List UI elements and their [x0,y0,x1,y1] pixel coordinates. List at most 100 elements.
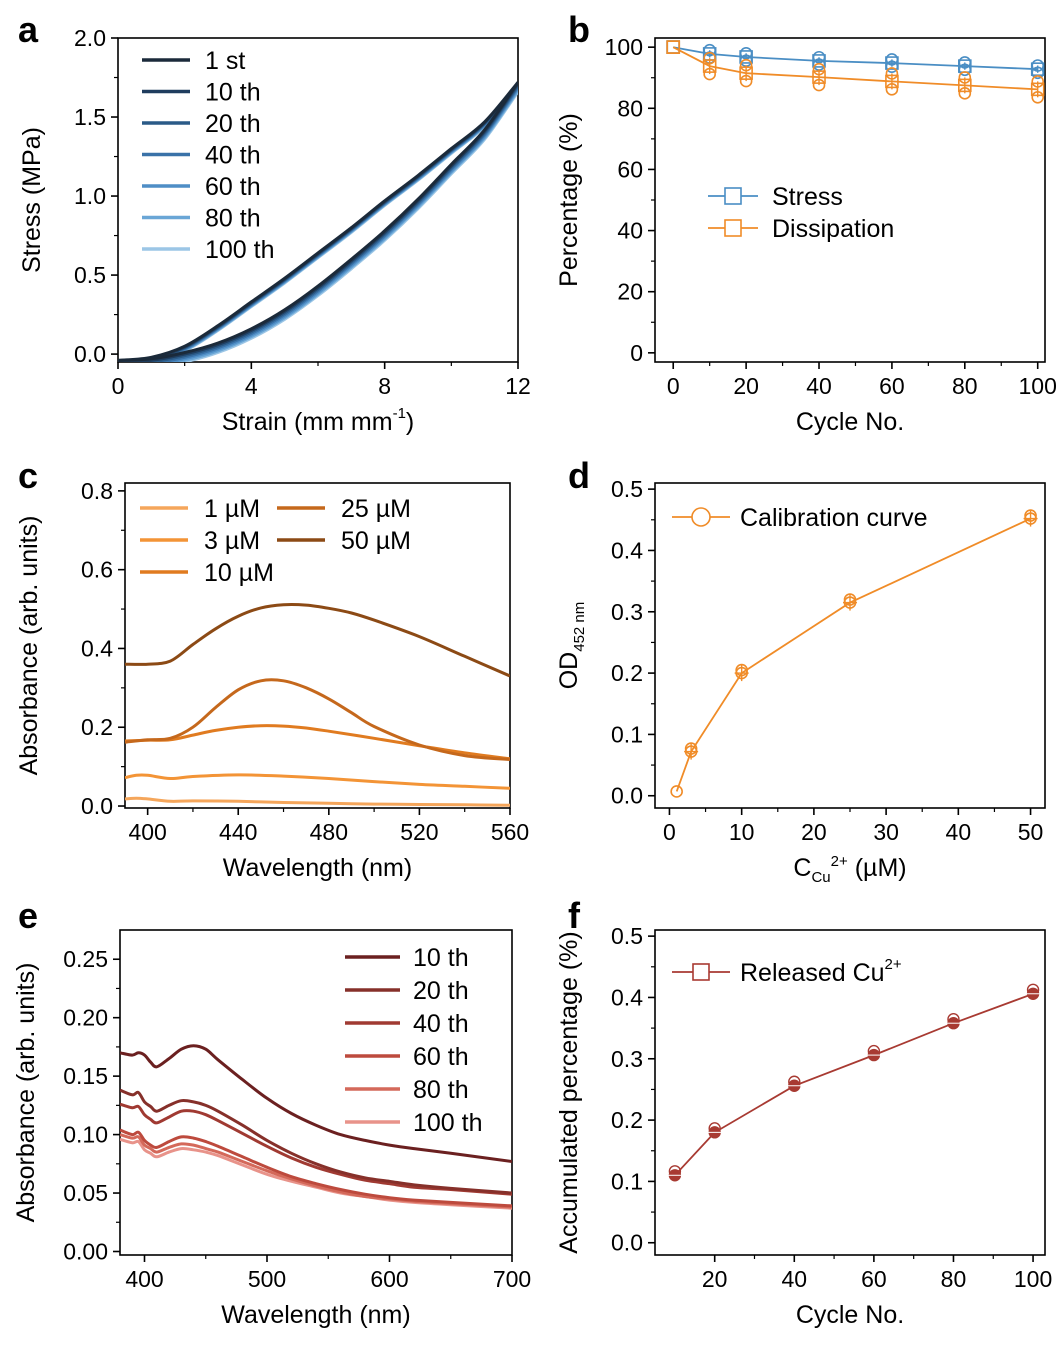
x-tick-label: 600 [370,1266,408,1292]
series-line-unloading [118,81,518,362]
y-tick-label: 0.4 [611,984,643,1010]
data-marker-repeat [947,1013,960,1026]
y-tick-label: 0.0 [611,783,643,809]
y-tick-label: 60 [617,156,643,182]
x-tick-label: 0 [112,373,125,399]
series-line-loading [119,84,518,362]
series-line [125,602,510,678]
y-tick-label: 80 [617,95,643,121]
legend-label: Released Cu2+ [740,956,902,987]
y-tick-label: 0.5 [611,923,643,949]
legend-label: 10 µM [204,559,274,587]
y-tick-label: 1.0 [74,183,106,209]
series-line [125,796,510,807]
y-axis-label: Absorbance (arb. units) [12,963,40,1223]
y-tick-label: 0.0 [74,341,106,367]
x-axis-label: Wavelength (nm) [221,1301,410,1329]
series-line [673,46,1038,71]
panel-c: c 400 440 480 520 560 0.0 0.2 0.4 0.6 0.8 Wavelengt… [15,455,529,882]
y-tick-label: 0.5 [74,262,106,288]
x-tick-label: 100 [1014,1266,1052,1292]
y-tick-label: 0.3 [611,1046,643,1072]
plot-frame [654,929,1046,1256]
series-line [120,1133,512,1209]
x-tick-label: 400 [128,819,166,845]
plot-area [667,983,1041,1182]
y-tick-label: 2.0 [74,25,106,51]
y-tick-label: 0.1 [611,1168,643,1194]
legend-label: Calibration curve [740,504,928,532]
plot-area [120,1044,512,1210]
y-tick-label: 0.4 [611,537,643,563]
data-marker [670,785,683,798]
series-line-loading [141,86,518,362]
panel-a: a 0 4 8 12 0.0 0.5 1.0 1.5 2.0 Strain (mm mm-1) Str… [18,9,531,436]
panel-d: d 0 10 20 30 40 50 0.0 0.1 0.2 0.3 0.4 0.5 CCu2+ (µM)… [555,455,1046,886]
series-line [125,773,510,790]
y-tick-label: 0.00 [63,1238,108,1264]
y-tick-label: 0.20 [63,1005,108,1031]
y-tick-label: 40 [617,218,643,244]
y-tick-label: 0.15 [63,1063,108,1089]
series-line [125,678,510,761]
y-axis-label: Absorbance (arb. units) [15,516,43,776]
series-line-unloading [162,87,518,362]
legend-label: 1 µM [204,495,260,523]
plot-frame [117,37,519,363]
legend-marker [724,219,742,237]
legend-label: Stress [772,183,843,211]
y-tick-label: 0.4 [81,635,113,661]
legend-marker [691,507,711,527]
x-tick-label: 20 [733,373,759,399]
x-tick-label: 560 [491,819,529,845]
x-tick-label: 8 [378,373,391,399]
x-tick-label: 50 [1018,819,1044,845]
x-tick-label: 440 [219,819,257,845]
x-axis-label: Cycle No. [796,1301,904,1329]
panel-letter: f [568,895,581,936]
y-tick-label: 0.5 [611,476,643,502]
y-tick-label: 1.5 [74,104,106,130]
x-tick-label: 500 [248,1266,286,1292]
legend-label: 100 th [413,1109,483,1137]
panel-letter: b [568,9,590,50]
data-marker [885,56,899,70]
x-tick-label: 60 [879,373,905,399]
x-tick-label: 80 [952,373,978,399]
series-line-unloading [151,86,518,362]
y-tick-label: 0.3 [611,599,643,625]
legend-label: 60 th [413,1043,469,1071]
y-tick-label: 0.1 [611,721,643,747]
legend-label: 25 µM [341,495,411,523]
y-tick-label: 20 [617,279,643,305]
series-line-loading [118,81,518,362]
series-line [672,46,1038,91]
legend-label: 3 µM [204,527,260,555]
y-tick-label: 0 [630,340,643,366]
x-tick-label: 30 [873,819,899,845]
data-marker [739,50,753,64]
y-axis-label: Accumulated percentage (%) [555,931,583,1253]
plot-frame [124,482,511,809]
series-line [674,992,1034,1176]
x-axis-label: Strain (mm mm-1) [222,405,415,436]
x-axis-label: Wavelength (nm) [223,854,412,882]
data-marker-repeat [708,1122,721,1135]
panel-letter: c [18,455,38,496]
series-line [675,517,1031,792]
legend-label: 1 st [205,47,245,75]
x-axis-label: CCu2+ (µM) [793,853,906,886]
legend-label: 60 th [205,173,261,201]
panel-b: b 0 20 40 60 80 100 0 20 40 60 80 100 Cycle No. Percen… [555,9,1057,436]
y-tick-label: 0.2 [81,714,113,740]
legend-label: Dissipation [772,215,894,243]
y-tick-label: 0.0 [611,1230,643,1256]
data-marker [812,54,826,68]
panel-f: f 20 40 60 80 100 0.0 0.1 0.2 0.3 0.4 0.5 Cycle No. A… [555,895,1052,1329]
data-marker-repeat [867,1044,881,1058]
data-marker [666,40,681,54]
legend-label: 80 th [413,1076,469,1104]
y-tick-label: 0.0 [81,793,113,819]
series-line [120,1128,512,1208]
legend-label: 40 th [205,142,261,170]
